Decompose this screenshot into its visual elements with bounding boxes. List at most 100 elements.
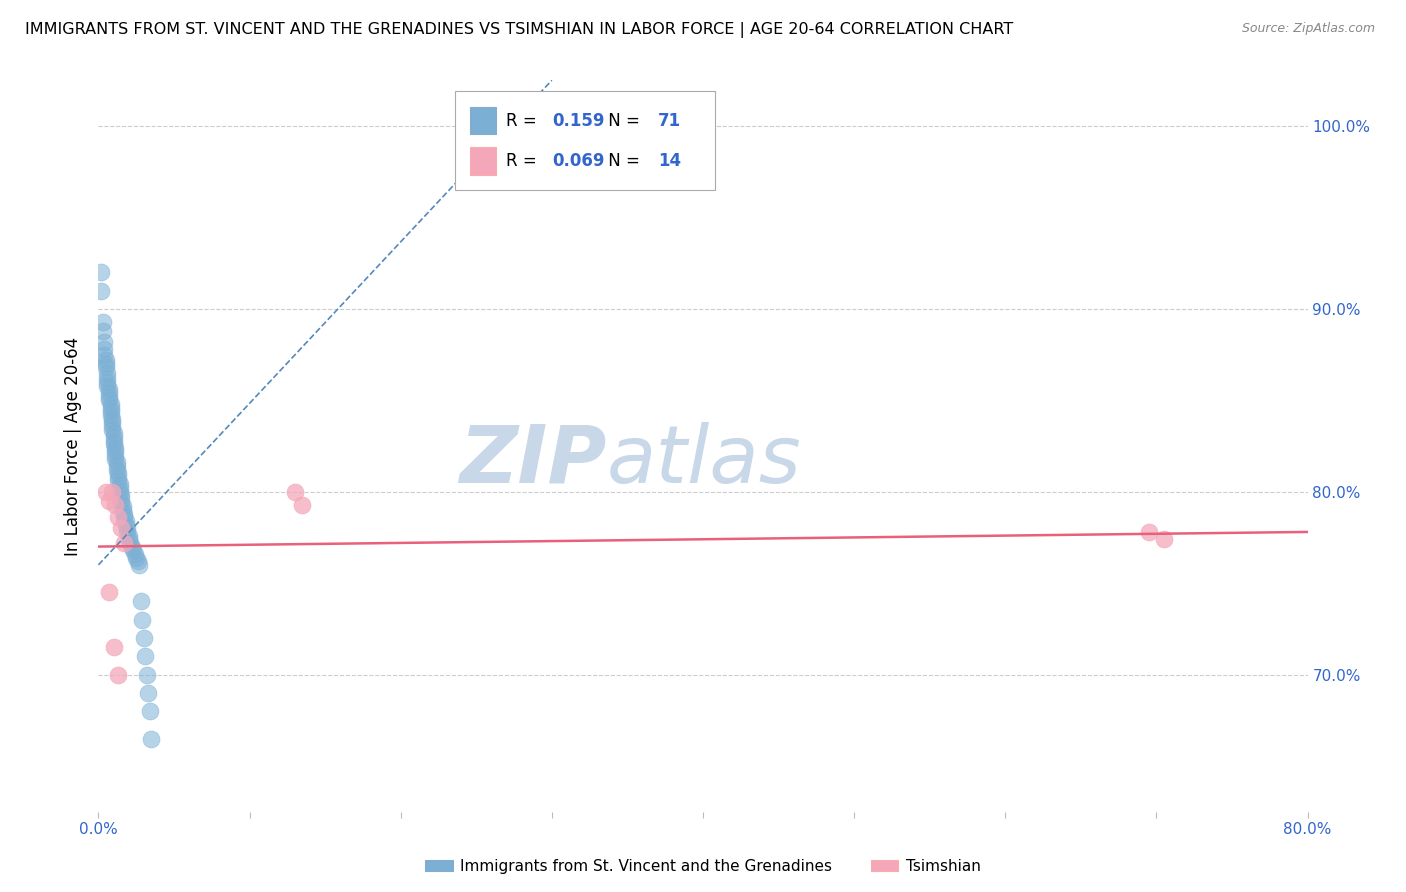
- Point: [122, 543, 145, 558]
- Point: [128, 558, 150, 572]
- Point: [90, 265, 112, 279]
- Point: [120, 536, 142, 550]
- Point: [110, 496, 132, 510]
- Point: [93, 334, 115, 349]
- Point: [284, 484, 307, 499]
- Point: [98, 386, 121, 401]
- Point: [101, 418, 124, 433]
- Point: [94, 353, 117, 368]
- Point: [136, 686, 159, 700]
- Point: [108, 484, 131, 499]
- Point: [105, 463, 128, 477]
- Text: R =: R =: [506, 112, 541, 129]
- Point: [98, 493, 121, 508]
- Text: 0.069: 0.069: [551, 152, 605, 169]
- Bar: [470, 107, 496, 135]
- Point: [107, 467, 129, 481]
- Point: [91, 315, 114, 329]
- Point: [101, 423, 124, 437]
- Point: [125, 550, 148, 565]
- FancyBboxPatch shape: [456, 91, 716, 190]
- Point: [114, 514, 136, 528]
- Point: [105, 455, 128, 469]
- Point: [91, 324, 114, 338]
- Point: [110, 488, 132, 502]
- Text: IMMIGRANTS FROM ST. VINCENT AND THE GRENADINES VS TSIMSHIAN IN LABOR FORCE | AGE: IMMIGRANTS FROM ST. VINCENT AND THE GREN…: [25, 22, 1014, 38]
- Point: [127, 554, 149, 568]
- Legend: Immigrants from St. Vincent and the Grenadines, Tsimshian: Immigrants from St. Vincent and the Gren…: [419, 853, 987, 880]
- Point: [124, 547, 146, 561]
- Point: [101, 415, 124, 429]
- Point: [98, 585, 121, 599]
- Point: [129, 594, 152, 608]
- Point: [93, 342, 115, 356]
- Point: [291, 498, 314, 512]
- Text: N =: N =: [603, 112, 645, 129]
- Point: [107, 474, 129, 488]
- Point: [100, 401, 122, 415]
- Point: [118, 528, 141, 542]
- Point: [110, 521, 132, 535]
- Point: [98, 382, 121, 396]
- Point: [110, 491, 132, 506]
- Point: [104, 451, 127, 466]
- Point: [100, 408, 122, 422]
- Point: [94, 360, 117, 375]
- Point: [105, 459, 128, 474]
- Point: [1137, 524, 1160, 539]
- Point: [96, 371, 118, 385]
- Point: [118, 533, 141, 547]
- Point: [112, 536, 135, 550]
- Point: [96, 366, 118, 380]
- Point: [132, 631, 155, 645]
- Point: [131, 613, 153, 627]
- Point: [107, 510, 129, 524]
- Point: [104, 444, 127, 458]
- Point: [115, 521, 138, 535]
- Text: ZIP: ZIP: [458, 422, 606, 500]
- Text: 14: 14: [658, 152, 682, 169]
- Point: [94, 484, 117, 499]
- Point: [141, 731, 163, 746]
- Point: [98, 390, 121, 404]
- Point: [93, 347, 115, 362]
- Point: [103, 426, 125, 441]
- Text: 71: 71: [658, 112, 682, 129]
- Point: [112, 510, 135, 524]
- Point: [1153, 533, 1175, 547]
- Text: Source: ZipAtlas.com: Source: ZipAtlas.com: [1241, 22, 1375, 36]
- Point: [90, 284, 112, 298]
- Point: [108, 481, 131, 495]
- Point: [100, 397, 122, 411]
- Point: [112, 507, 135, 521]
- Point: [103, 640, 125, 655]
- Point: [121, 540, 143, 554]
- Point: [103, 430, 125, 444]
- Point: [114, 517, 136, 532]
- Point: [134, 649, 156, 664]
- Point: [111, 500, 134, 514]
- Point: [104, 498, 127, 512]
- Point: [104, 441, 127, 455]
- Text: R =: R =: [506, 152, 541, 169]
- Bar: [470, 147, 496, 175]
- Point: [101, 484, 124, 499]
- Point: [96, 375, 118, 389]
- Point: [100, 404, 122, 418]
- Y-axis label: In Labor Force | Age 20-64: In Labor Force | Age 20-64: [65, 336, 83, 556]
- Point: [108, 477, 131, 491]
- Point: [135, 667, 157, 681]
- Point: [107, 667, 129, 681]
- Point: [94, 357, 117, 371]
- Point: [104, 448, 127, 462]
- Point: [103, 434, 125, 448]
- Text: N =: N =: [603, 152, 645, 169]
- Point: [107, 470, 129, 484]
- Point: [139, 704, 162, 718]
- Point: [98, 393, 121, 408]
- Point: [103, 437, 125, 451]
- Point: [101, 411, 124, 425]
- Point: [115, 524, 138, 539]
- Point: [111, 503, 134, 517]
- Text: atlas: atlas: [606, 422, 801, 500]
